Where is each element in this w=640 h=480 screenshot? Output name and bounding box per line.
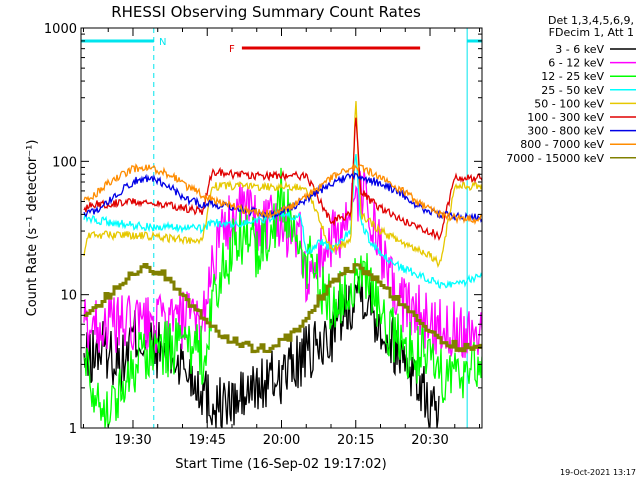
series-line: [83, 162, 482, 226]
y-tick-label: 10: [60, 289, 77, 304]
legend-label: 7000 - 15000 keV: [506, 152, 604, 165]
legend-label: 800 - 7000 keV: [520, 138, 604, 151]
footer-date: 19-Oct-2021 13:17: [560, 468, 636, 477]
legend-header: FDecim 1, Att 1: [549, 26, 634, 39]
annotation-label: N: [159, 37, 166, 48]
x-tick-label: 20:15: [337, 433, 374, 448]
series-layer: [83, 101, 482, 428]
legend-label: 25 - 50 keV: [541, 84, 604, 97]
legend-header: Det 1,3,4,5,6,9,: [548, 14, 634, 27]
annotation-label: F: [229, 44, 235, 55]
legend-label: 12 - 25 keV: [541, 70, 604, 83]
legend: Det 1,3,4,5,6,9,FDecim 1, Att 1 3 - 6 keV…: [506, 14, 636, 165]
series-line: [83, 117, 482, 242]
legend-label: 50 - 100 keV: [534, 97, 604, 110]
x-tick-label: 19:30: [114, 433, 151, 448]
x-axis-label: Start Time (16-Sep-02 19:17:02): [175, 457, 386, 472]
series-line: [84, 263, 482, 354]
x-tick-label: 19:45: [189, 433, 226, 448]
series-line: [83, 274, 440, 428]
legend-label: 6 - 12 keV: [548, 57, 604, 70]
y-axis-label: Count Rate (s⁻¹ detector⁻¹): [25, 140, 40, 317]
legend-label: 3 - 6 keV: [555, 43, 604, 56]
legend-label: 300 - 800 keV: [527, 125, 604, 138]
axes: 19:30 19:45 20:00 20:15 20:30 1 10 100 1000: [44, 22, 482, 448]
x-tick-label: 20:00: [263, 433, 300, 448]
annotation-layer: NF: [81, 37, 482, 55]
y-tick-label: 1: [69, 422, 77, 437]
series-line: [83, 167, 482, 428]
series-line: [83, 101, 482, 268]
chart-title: RHESSI Observing Summary Count Rates: [111, 3, 421, 21]
series-line: [83, 169, 482, 358]
y-tick-label: 100: [52, 155, 77, 170]
legend-label: 100 - 300 keV: [527, 111, 604, 124]
x-tick-label: 20:30: [411, 433, 448, 448]
y-tick-label: 1000: [44, 22, 77, 37]
series-line: [83, 172, 482, 223]
